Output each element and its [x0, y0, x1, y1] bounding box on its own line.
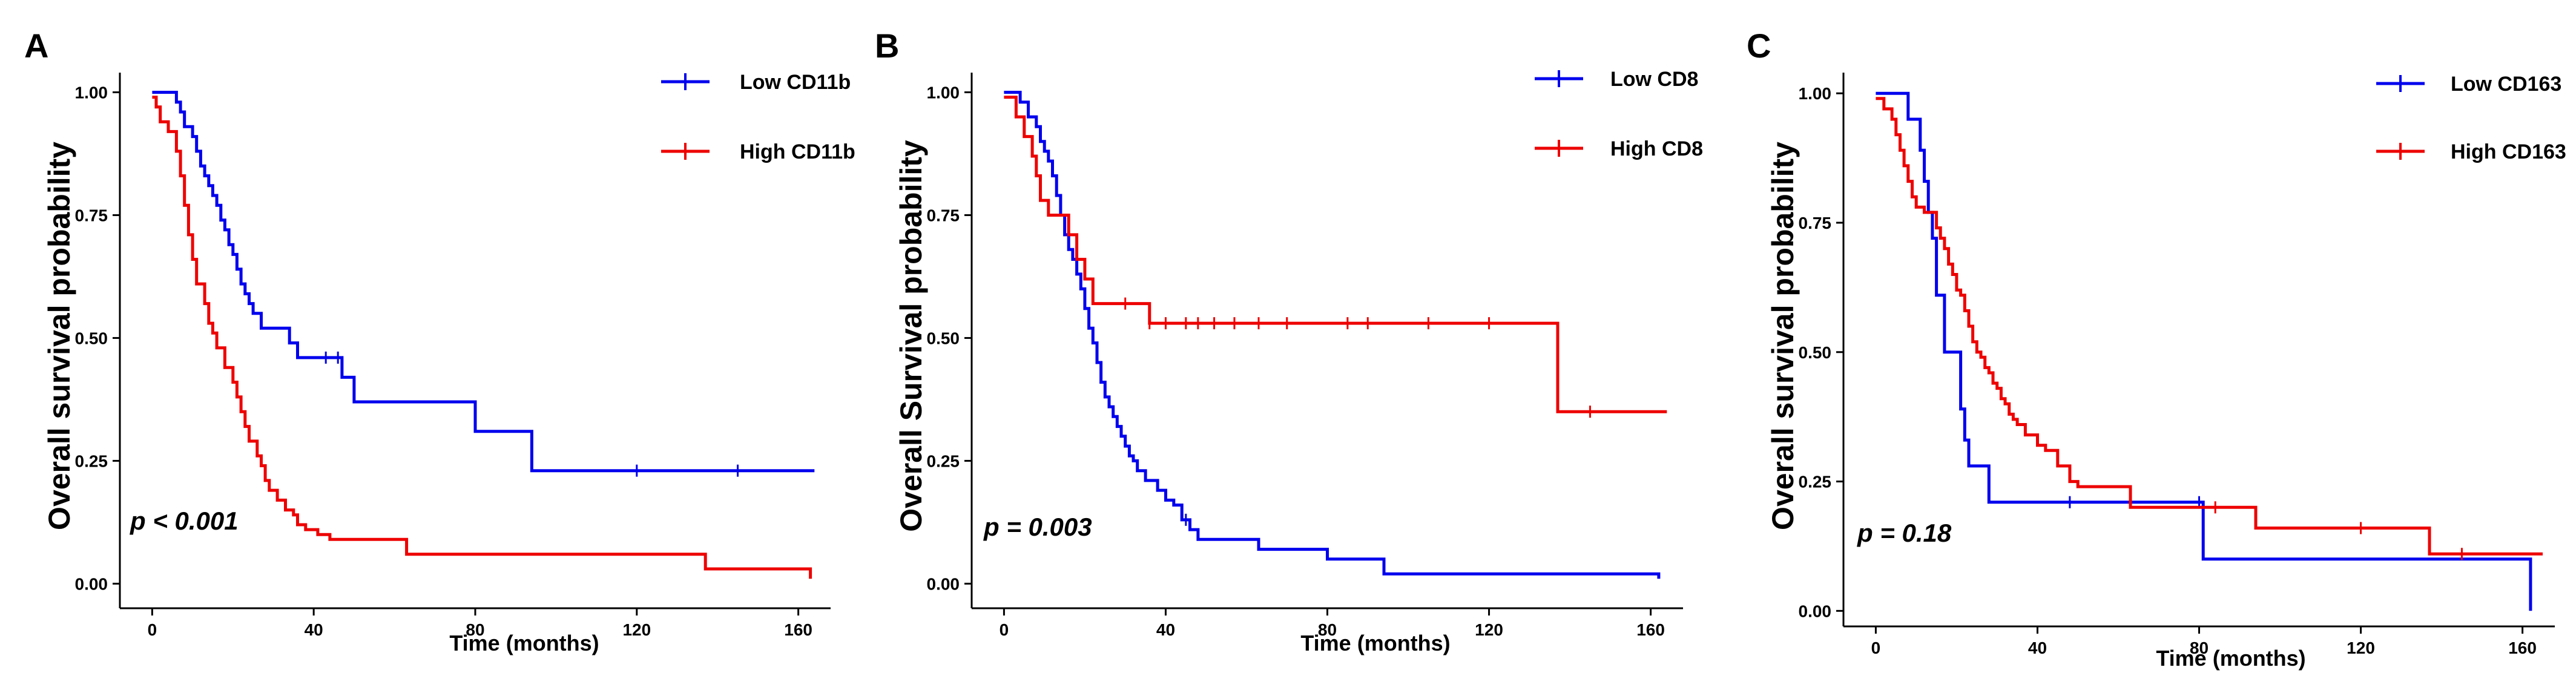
panel-c-y-tick-label: 1.00: [1799, 84, 1832, 103]
panel-a-curve-high: [152, 96, 812, 579]
panel-b-curve-high: [1004, 96, 1667, 413]
panel-a-legend-label-high: High CD11b: [740, 140, 855, 163]
panel-c-y-tick-label: 0.75: [1799, 214, 1832, 232]
panel-c-x-axis-title: Time (months): [2156, 646, 2305, 671]
panel-b-x-tick-label: 120: [1475, 620, 1503, 639]
panel-b: B Overall Survival probability Time (mon…: [875, 27, 1703, 655]
panel-a-x-tick-label: 80: [466, 620, 484, 639]
panel-c-legend-label-high: High CD163: [2451, 140, 2566, 163]
panel-a-x-tick-label: 40: [305, 620, 323, 639]
panel-c-x-tick-label: 80: [2190, 639, 2209, 657]
panel-b-legend: Low CD8 High CD8: [1535, 68, 1703, 160]
panel-a-y-axis-title: Overall survival probability: [42, 142, 76, 530]
panel-b-y-tick-label: 0.00: [927, 574, 960, 593]
panel-b-y-tick-label: 0.50: [927, 329, 960, 347]
panel-b-y-tick-label: 1.00: [927, 83, 960, 102]
panel-a-y-tick-label: 0.75: [75, 206, 108, 225]
panel-b-x-tick-label: 160: [1636, 620, 1665, 639]
panel-b-curve-low: [1004, 91, 1661, 579]
panel-c-y-tick-label: 0.00: [1799, 602, 1832, 620]
panel-c-y-tick-label: 0.25: [1799, 473, 1832, 491]
panel-c-p-value: p = 0.18: [1857, 519, 1952, 547]
panel-c-x-tick-label: 160: [2508, 639, 2537, 657]
panel-c-legend-item-low: Low CD163: [2376, 73, 2561, 96]
panel-b-letter: B: [875, 27, 899, 65]
panel-a-p-value: p < 0.001: [130, 507, 239, 535]
panel-c-legend: Low CD163 High CD163: [2376, 73, 2566, 163]
panel-b-y-axis-title: Overall Survival probability: [894, 140, 928, 532]
panel-c-curve-low: [1876, 91, 2532, 611]
panel-a-y-tick-label: 0.25: [75, 451, 108, 470]
panel-a-legend-label-low: Low CD11b: [740, 71, 851, 94]
panel-a-legend: Low CD11b High CD11b: [661, 71, 855, 163]
panel-a-curve-low: [152, 91, 815, 473]
panel-a-legend-item-low: Low CD11b: [661, 71, 851, 94]
panel-b-x-tick-label: 40: [1156, 620, 1175, 639]
panel-c-y-axis-title: Overall survival probability: [1766, 142, 1800, 530]
panel-a: A Overall survival probability Time (mon…: [24, 27, 855, 655]
panel-b-y-tick-label: 0.25: [927, 451, 960, 470]
panel-b-legend-label-low: Low CD8: [1610, 68, 1698, 91]
panel-a-x-tick-label: 0: [148, 620, 157, 639]
panel-c: C Overall survival probability Time (mon…: [1747, 27, 2566, 671]
panel-a-legend-item-high: High CD11b: [661, 140, 855, 163]
panel-b-x-tick-label: 80: [1318, 620, 1337, 639]
panel-c-x-tick-label: 40: [2028, 639, 2047, 657]
panel-b-p-value: p = 0.003: [983, 513, 1092, 541]
panel-c-x-tick-label: 0: [1871, 639, 1881, 657]
panel-b-y-tick-label: 0.75: [927, 206, 960, 225]
panel-c-legend-label-low: Low CD163: [2451, 73, 2561, 96]
panel-b-x-tick-label: 0: [1000, 620, 1009, 639]
panel-c-legend-item-high: High CD163: [2376, 140, 2566, 163]
panel-a-letter: A: [24, 27, 48, 65]
panel-b-legend-label-high: High CD8: [1610, 137, 1703, 160]
panel-c-y-tick-label: 0.50: [1799, 343, 1832, 362]
panel-c-curve-high: [1876, 97, 2543, 556]
panel-b-legend-item-low: Low CD8: [1535, 68, 1698, 91]
panel-a-y-tick-label: 0.50: [75, 329, 108, 347]
panel-a-y-tick-label: 0.00: [75, 574, 108, 593]
panel-b-x-axis-title: Time (months): [1300, 631, 1450, 655]
panel-a-x-tick-label: 160: [784, 620, 812, 639]
panel-b-legend-item-high: High CD8: [1535, 137, 1703, 160]
panel-a-x-tick-label: 120: [622, 620, 651, 639]
panel-a-x-axis-title: Time (months): [449, 631, 599, 655]
panel-a-y-tick-label: 1.00: [75, 83, 108, 102]
panel-c-letter: C: [1747, 27, 1771, 65]
panel-c-x-tick-label: 120: [2347, 639, 2375, 657]
